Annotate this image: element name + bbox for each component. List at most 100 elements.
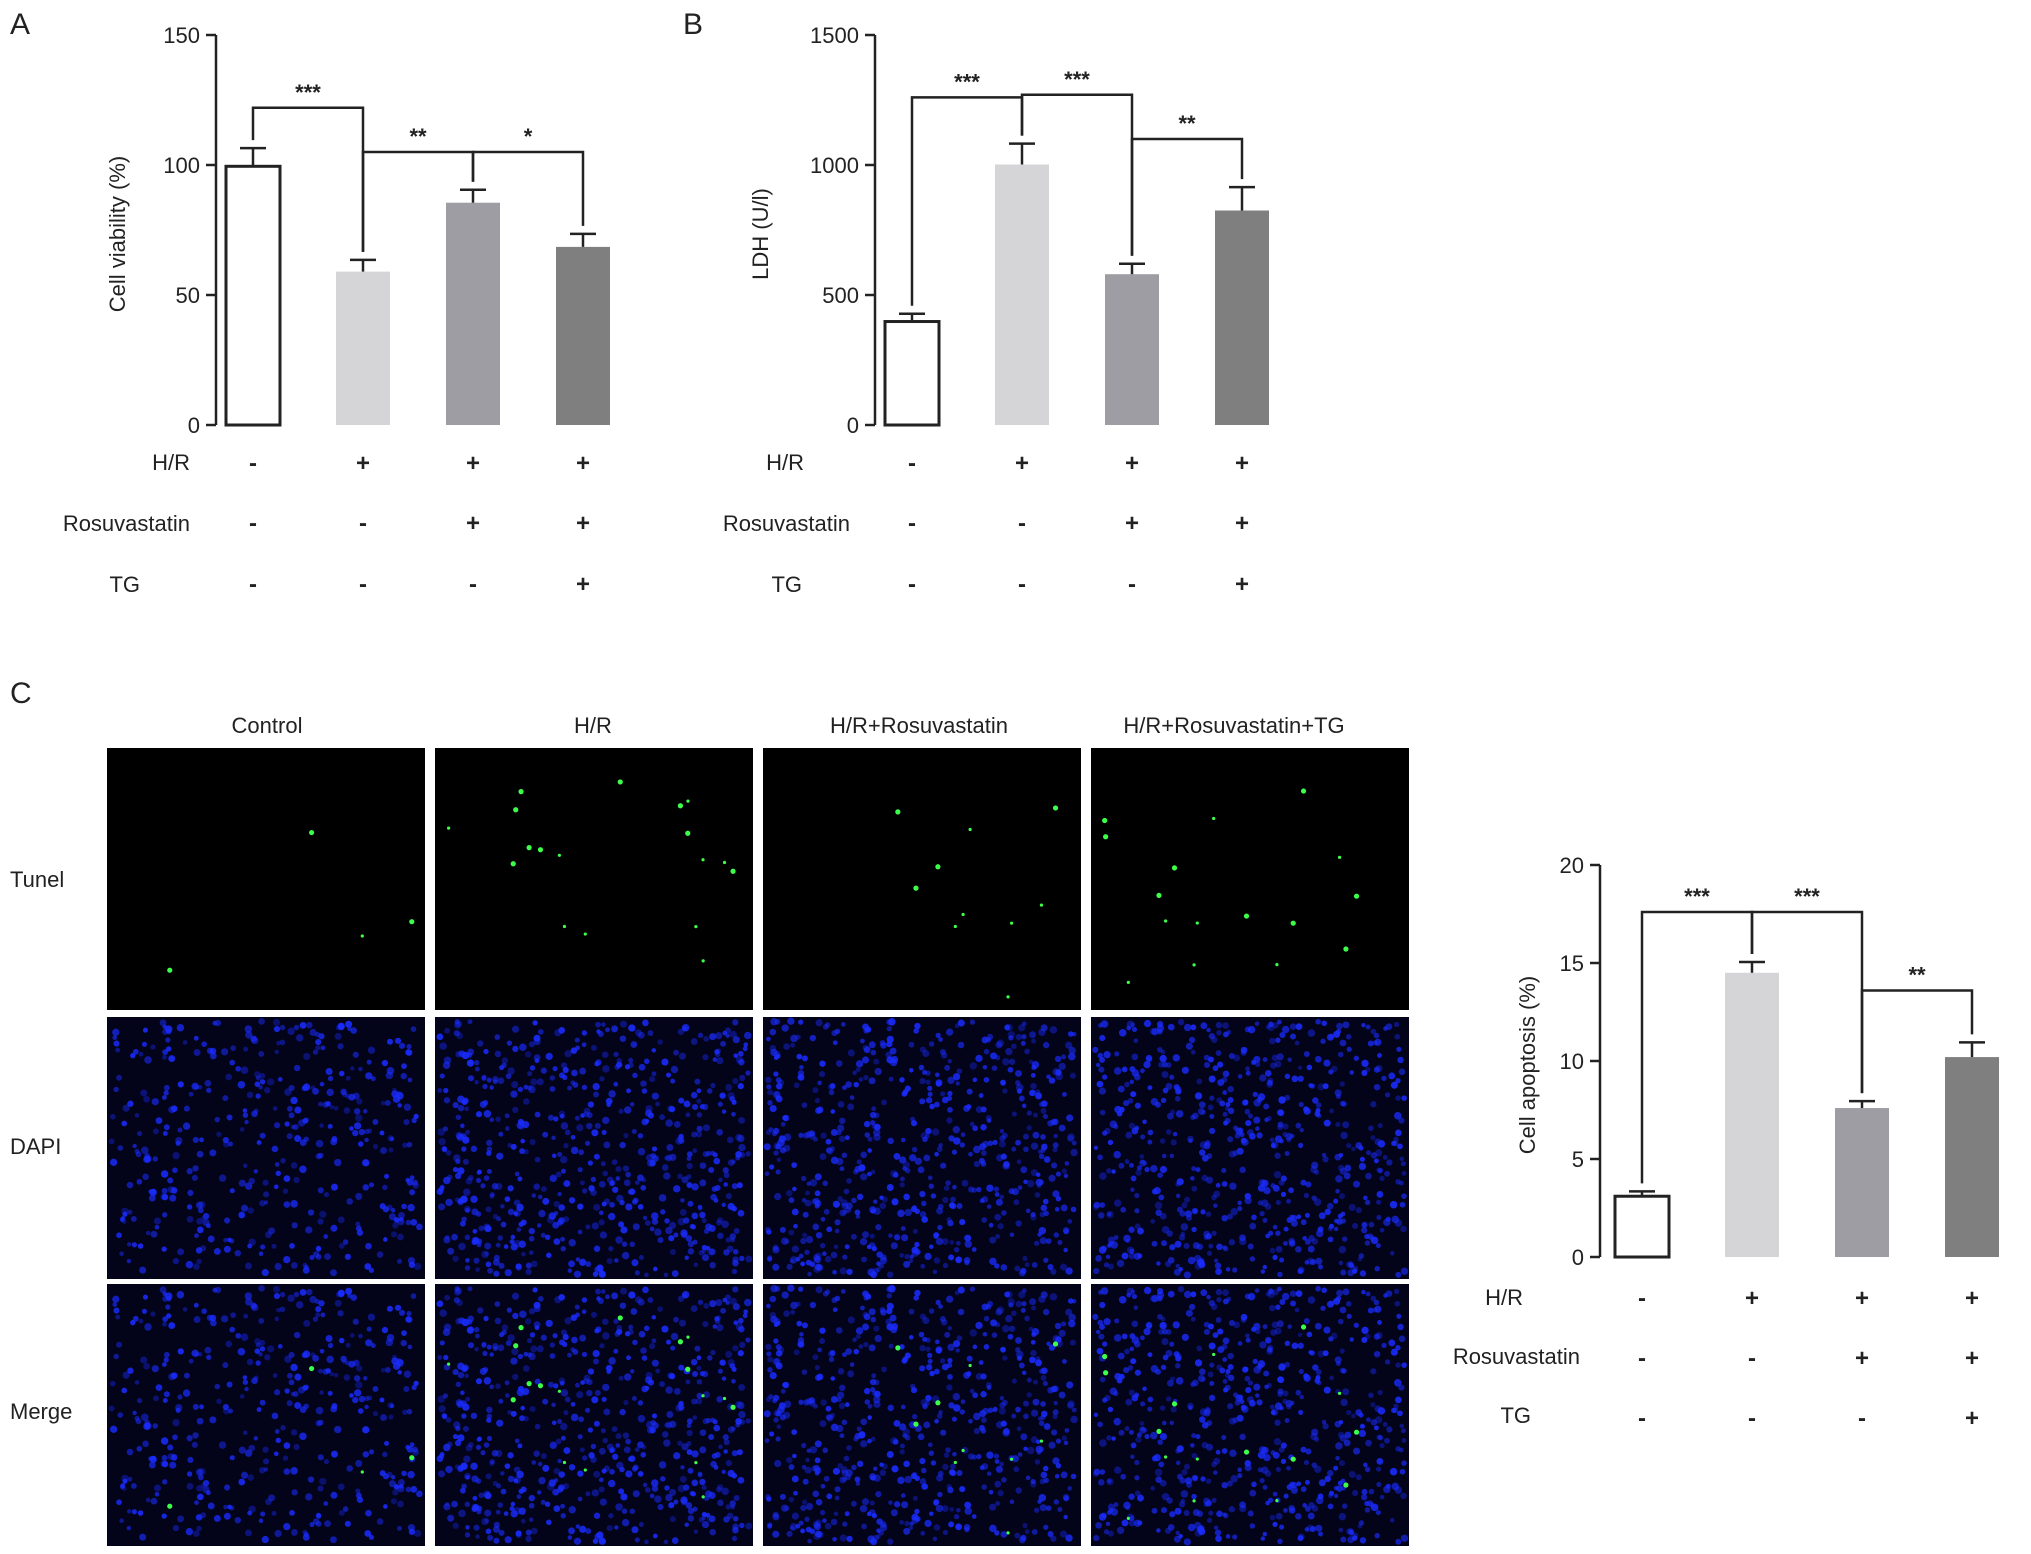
dapi-nucleus (384, 1440, 390, 1446)
dapi-nucleus (957, 1286, 965, 1294)
dapi-nucleus (109, 1425, 118, 1433)
dapi-nucleus (637, 1414, 646, 1423)
dapi-nucleus (1161, 1061, 1168, 1068)
dapi-nucleus (143, 1095, 150, 1103)
dapi-nucleus (873, 1325, 880, 1332)
dapi-nucleus (903, 1260, 911, 1268)
dapi-nucleus (870, 1387, 876, 1393)
dapi-nucleus (443, 1097, 451, 1104)
dapi-nucleus (1050, 1535, 1057, 1542)
dapi-nucleus (685, 1502, 693, 1509)
dapi-nucleus (122, 1478, 128, 1484)
dapi-nucleus (624, 1064, 631, 1070)
dapi-nucleus (367, 1046, 376, 1054)
dapi-nucleus (850, 1500, 857, 1507)
dapi-nucleus (1040, 1147, 1046, 1153)
dapi-nucleus (801, 1102, 808, 1108)
dapi-nucleus (1062, 1092, 1067, 1097)
dapi-nucleus (1300, 1219, 1307, 1226)
dapi-nucleus (603, 1198, 611, 1205)
dapi-nucleus (1321, 1287, 1328, 1294)
dapi-nucleus (642, 1215, 648, 1221)
dapi-nucleus (494, 1317, 502, 1325)
dapi-nucleus (159, 1286, 167, 1294)
dapi-nucleus (729, 1096, 736, 1102)
dapi-nucleus (1391, 1407, 1397, 1414)
dapi-nucleus (1121, 1252, 1129, 1260)
dapi-nucleus (1264, 1203, 1272, 1210)
dapi-nucleus (254, 1338, 261, 1345)
dapi-nucleus (788, 1229, 795, 1236)
dapi-nucleus (651, 1092, 659, 1100)
dapi-nucleus (1096, 1347, 1104, 1355)
dapi-nucleus (1262, 1264, 1268, 1270)
dapi-nucleus (1159, 1321, 1167, 1330)
dapi-nucleus (581, 1455, 588, 1461)
dapi-nucleus (1040, 1401, 1046, 1407)
dapi-nucleus (293, 1291, 300, 1298)
dapi-nucleus (1169, 1074, 1175, 1080)
dapi-nucleus (1140, 1335, 1145, 1341)
dapi-nucleus (186, 1471, 193, 1477)
dapi-nucleus (631, 1466, 638, 1472)
dapi-nucleus (999, 1135, 1006, 1142)
dapi-nucleus (283, 1255, 291, 1264)
tunel-positive-cell (961, 1448, 965, 1453)
dapi-nucleus (1205, 1211, 1212, 1217)
dapi-nucleus (182, 1389, 191, 1397)
dapi-nucleus (188, 1358, 194, 1364)
dapi-nucleus (263, 1467, 269, 1472)
dapi-nucleus (1229, 1182, 1237, 1190)
dapi-nucleus (1159, 1405, 1166, 1411)
dapi-nucleus (438, 1186, 445, 1192)
dapi-nucleus (491, 1183, 499, 1190)
dapi-nucleus (317, 1187, 324, 1194)
dapi-nucleus (1100, 1512, 1107, 1519)
dapi-nucleus (1276, 1320, 1284, 1328)
dapi-nucleus (1159, 1054, 1167, 1063)
dapi-nucleus (820, 1399, 827, 1406)
dapi-nucleus (177, 1248, 185, 1256)
dapi-nucleus (522, 1098, 530, 1105)
dapi-nucleus (973, 1427, 980, 1435)
dapi-nucleus (802, 1211, 809, 1218)
dapi-nucleus (317, 1485, 324, 1492)
dapi-nucleus (1290, 1481, 1298, 1489)
dapi-nucleus (1395, 1179, 1401, 1185)
dapi-nucleus (867, 1415, 872, 1420)
dapi-nucleus (793, 1082, 800, 1089)
dapi-nucleus (1070, 1473, 1077, 1480)
dapi-nucleus (1134, 1223, 1141, 1230)
dapi-nucleus (251, 1377, 258, 1385)
dapi-nucleus (225, 1073, 233, 1081)
dapi-nucleus (1277, 1121, 1284, 1128)
dapi-nucleus (837, 1463, 843, 1469)
dapi-nucleus (280, 1157, 286, 1164)
dapi-nucleus (558, 1072, 566, 1079)
dapi-nucleus (1183, 1023, 1192, 1032)
dapi-nucleus (335, 1291, 342, 1298)
dapi-nucleus (464, 1106, 470, 1112)
dapi-nucleus (167, 1177, 174, 1184)
dapi-nucleus (545, 1052, 553, 1061)
dapi-nucleus (661, 1431, 669, 1438)
dapi-nucleus (1063, 1247, 1068, 1253)
dapi-nucleus (405, 1049, 412, 1056)
dapi-nucleus (1183, 1271, 1191, 1279)
dapi-nucleus (1374, 1265, 1380, 1272)
dapi-nucleus (1123, 1100, 1130, 1107)
dapi-nucleus (1140, 1134, 1146, 1140)
condition-sign: + (1235, 510, 1249, 537)
dapi-nucleus (683, 1484, 690, 1491)
dapi-nucleus (1222, 1357, 1228, 1362)
dapi-nucleus (397, 1370, 402, 1375)
dapi-nucleus (772, 1513, 780, 1521)
dapi-nucleus (1377, 1434, 1384, 1441)
dapi-nucleus (861, 1056, 870, 1064)
dapi-nucleus (921, 1216, 928, 1223)
dapi-nucleus (1038, 1420, 1045, 1427)
dapi-nucleus (330, 1269, 337, 1277)
dapi-nucleus (665, 1421, 673, 1429)
dapi-nucleus (1127, 1365, 1134, 1371)
dapi-nucleus (1011, 1146, 1017, 1152)
